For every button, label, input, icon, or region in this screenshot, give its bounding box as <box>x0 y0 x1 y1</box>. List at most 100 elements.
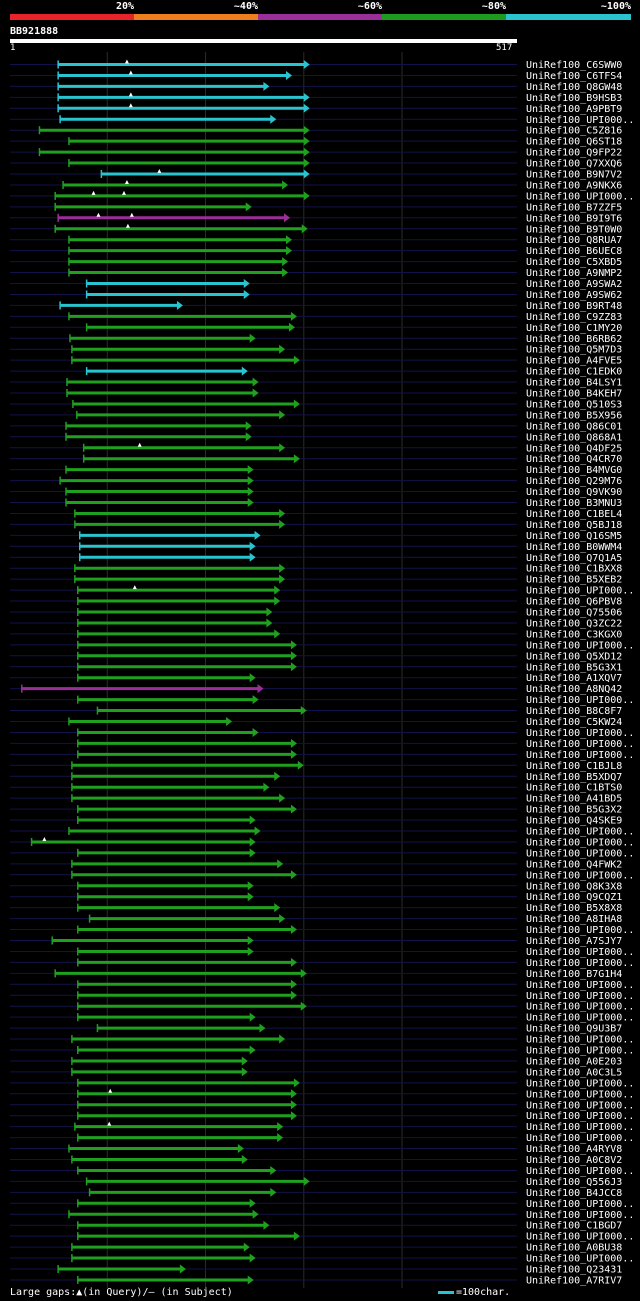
hit-label: UniRef100_B6RB62 <box>526 334 622 345</box>
hit-label: UniRef100_Q3ZC22 <box>526 618 622 629</box>
hit-label: UniRef100_A4RYV8 <box>526 1144 622 1155</box>
query-title: BB921888 <box>10 26 59 37</box>
hit-label: UniRef100_UPI000.. <box>526 1210 634 1221</box>
hit-end-arrow <box>254 530 261 540</box>
hit-label: UniRef100_A9SW62 <box>526 290 622 301</box>
query-gap-marker <box>128 70 133 75</box>
hit-end-arrow <box>270 1165 277 1175</box>
hit-label: UniRef100_UPI000.. <box>526 1046 634 1057</box>
hit-label: UniRef100_B8C8F7 <box>526 706 622 717</box>
hit-label: UniRef100_C9ZZ83 <box>526 312 622 323</box>
hit-label: UniRef100_UPI000.. <box>526 1232 634 1243</box>
hit-label: UniRef100_Q8GW48 <box>526 82 622 93</box>
hit-label: UniRef100_A9NKX6 <box>526 180 622 191</box>
hit-label: UniRef100_C5Z816 <box>526 126 622 137</box>
hit-label: UniRef100_B5G3X1 <box>526 662 622 673</box>
hit-end-arrow <box>247 487 254 497</box>
hit-label: UniRef100_UPI000.. <box>526 1254 634 1265</box>
hit-label: UniRef100_C6SWW0 <box>526 60 622 71</box>
hit-label: UniRef100_Q9U3B7 <box>526 1024 622 1035</box>
hit-end-arrow <box>290 925 297 935</box>
hit-end-arrow <box>270 114 277 124</box>
hit-end-arrow <box>290 990 297 1000</box>
hit-label: UniRef100_Q86C01 <box>526 421 622 432</box>
hit-label: UniRef100_UPI000.. <box>526 837 634 848</box>
hit-end-arrow <box>279 443 286 453</box>
hit-end-arrow <box>274 629 281 639</box>
hit-end-arrow <box>243 289 250 299</box>
hit-label: UniRef100_B9HSB3 <box>526 93 622 104</box>
hit-end-arrow <box>247 476 254 486</box>
hit-end-arrow <box>263 81 270 91</box>
hit-label: UniRef100_Q8K3X8 <box>526 881 622 892</box>
query-gap-marker <box>108 1088 113 1093</box>
hit-label: UniRef100_A0C3L5 <box>526 1067 622 1078</box>
hit-label: UniRef100_Q4SKE9 <box>526 816 622 827</box>
hit-end-arrow <box>290 311 297 321</box>
hit-end-arrow <box>249 1012 256 1022</box>
hit-label: UniRef100_UPI000.. <box>526 1002 634 1013</box>
hit-end-arrow <box>274 596 281 606</box>
hit-label: UniRef100_A7RIV7 <box>526 1275 622 1286</box>
query-gap-marker <box>125 223 130 228</box>
hit-end-arrow <box>176 300 183 310</box>
hit-label: UniRef100_C1BEL4 <box>526 509 622 520</box>
hit-label: UniRef100_B5XEB2 <box>526 575 622 586</box>
hit-end-arrow <box>303 136 310 146</box>
hit-label: UniRef100_B7ZZF5 <box>526 202 622 213</box>
query-gap-marker <box>157 169 162 173</box>
hit-label: UniRef100_UPI000.. <box>526 1100 634 1111</box>
hit-label: UniRef100_B3MNU3 <box>526 498 622 509</box>
hit-end-arrow <box>243 1242 250 1252</box>
hit-end-arrow <box>282 180 289 190</box>
hit-end-arrow <box>247 498 254 507</box>
hit-end-arrow <box>252 695 259 705</box>
hit-label: UniRef100_C3KGX0 <box>526 629 622 640</box>
hit-label: UniRef100_Q4FWK2 <box>526 859 622 870</box>
hit-label: UniRef100_UPI000.. <box>526 947 634 958</box>
hit-end-arrow <box>303 125 310 135</box>
hit-end-arrow <box>247 936 254 945</box>
hit-end-arrow <box>282 257 289 267</box>
hit-end-arrow <box>266 618 273 628</box>
hit-end-arrow <box>297 760 304 770</box>
query-gap-marker <box>42 836 47 841</box>
hit-end-arrow <box>290 749 297 759</box>
hit-label: UniRef100_UPI000.. <box>526 695 634 706</box>
hit-label: UniRef100_A1XQV7 <box>526 673 622 684</box>
hit-end-arrow <box>247 1275 254 1285</box>
hit-label: UniRef100_UPI000.. <box>526 1089 634 1100</box>
hit-end-arrow <box>226 717 233 726</box>
hit-end-arrow <box>279 519 286 529</box>
legend-label-60: ~60% <box>357 1 382 12</box>
hit-end-arrow <box>257 684 264 694</box>
hit-end-arrow <box>303 169 310 179</box>
hit-end-arrow <box>290 870 297 880</box>
hit-end-arrow <box>249 1253 256 1263</box>
hit-label: UniRef100_UPI000.. <box>526 586 634 597</box>
hit-label: UniRef100_UPI000.. <box>526 1122 634 1133</box>
hit-label: UniRef100_C5KW24 <box>526 717 622 728</box>
hit-label: UniRef100_A7SJY7 <box>526 936 622 947</box>
hit-end-arrow <box>293 399 300 409</box>
hit-label: UniRef100_B4LSY1 <box>526 378 622 389</box>
hit-label: UniRef100_UPI000.. <box>526 925 634 936</box>
hit-end-arrow <box>279 508 286 518</box>
hit-end-arrow <box>288 322 295 332</box>
hit-end-arrow <box>249 541 256 551</box>
hit-end-arrow <box>279 563 286 573</box>
hit-label: UniRef100_C1BXX8 <box>526 564 622 575</box>
hit-end-arrow <box>279 574 286 584</box>
hit-label: UniRef100_UPI000.. <box>526 750 634 761</box>
hit-end-arrow <box>249 1198 256 1208</box>
hit-label: UniRef100_UPI000.. <box>526 1133 634 1144</box>
hit-end-arrow <box>241 1067 248 1077</box>
hit-end-arrow <box>249 673 256 683</box>
hit-label: UniRef100_Q7XXQ6 <box>526 159 622 170</box>
gap-legend: Large gaps:▲(in Query)/– (in Subject) <box>10 1287 233 1298</box>
hit-end-arrow <box>249 815 256 825</box>
hit-label: UniRef100_B5G3X2 <box>526 805 622 816</box>
hit-label: UniRef100_C1BJL8 <box>526 761 622 772</box>
hit-label: UniRef100_B9T0W0 <box>526 224 622 235</box>
